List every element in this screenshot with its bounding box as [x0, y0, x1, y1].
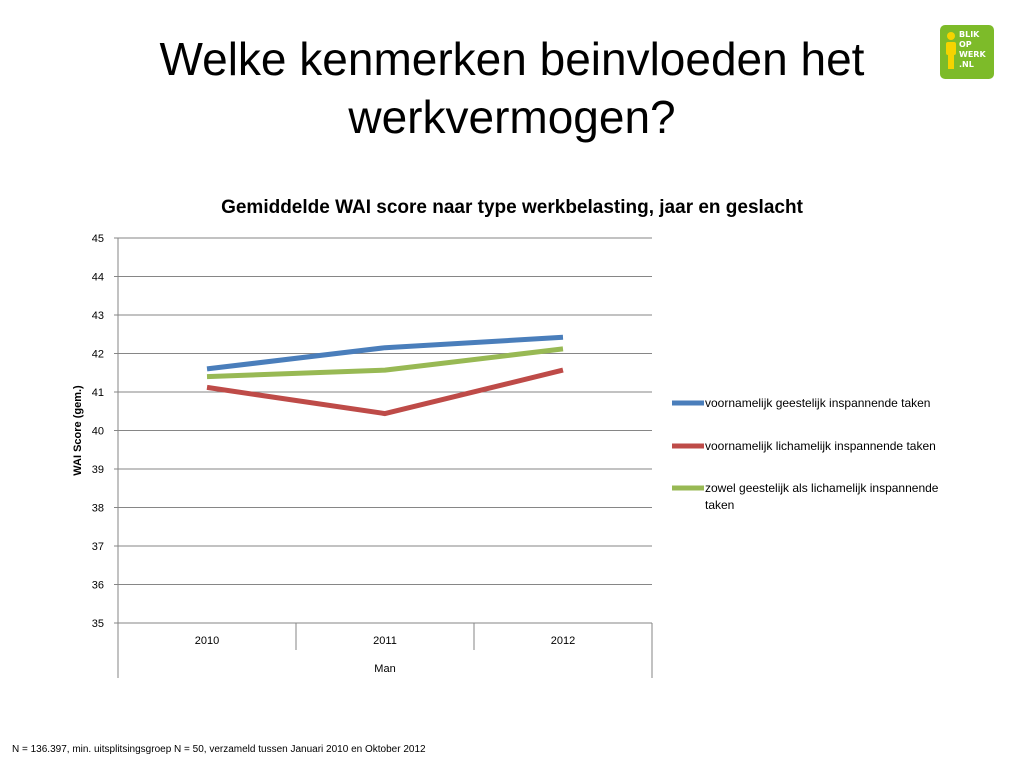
- x-group-label: Man: [374, 663, 395, 675]
- y-tick-label: 43: [92, 310, 104, 322]
- y-tick-label: 41: [92, 387, 104, 399]
- y-tick-label: 39: [92, 464, 104, 476]
- y-tick-label: 45: [92, 233, 104, 245]
- series-line: [206, 346, 564, 380]
- y-tick-label: 40: [92, 426, 104, 438]
- y-tick-label: 36: [92, 580, 104, 592]
- logo-line: BLIK: [959, 30, 980, 39]
- footnote: N = 136.397, min. uitsplitsingsgroep N =…: [12, 744, 426, 755]
- x-tick-label: 2011: [373, 635, 397, 647]
- series-line: [206, 334, 564, 372]
- y-tick-label: 37: [92, 541, 104, 553]
- y-tick-label: 44: [92, 272, 104, 284]
- legend-label: voornamelijk geestelijk inspannende take…: [705, 396, 930, 410]
- legend-label: voornamelijk lichamelijk inspannende tak…: [705, 439, 936, 453]
- y-tick-label: 38: [92, 503, 104, 515]
- person-figure-icon: [946, 32, 956, 69]
- logo-line: OP: [959, 40, 972, 49]
- chart-title: Gemiddelde WAI score naar type werkbelas…: [221, 197, 803, 218]
- blik-op-werk-logo: BLIK OP WERK .NL: [940, 25, 994, 79]
- y-tick-label: 35: [92, 618, 104, 630]
- logo-line: WERK: [959, 50, 986, 59]
- x-tick-label: 2012: [551, 635, 575, 647]
- y-axis-title: WAI Score (gem.): [72, 385, 84, 476]
- wai-line-chart: Gemiddelde WAI score naar type werkbelas…: [72, 197, 939, 678]
- series-line: [206, 367, 564, 417]
- logo-line: .NL: [959, 60, 974, 69]
- y-tick-label: 42: [92, 349, 104, 361]
- x-tick-label: 2010: [195, 635, 219, 647]
- chart-area: Gemiddelde WAI score naar type werkbelas…: [0, 185, 1024, 705]
- legend-label: zowel geestelijk als lichamelijk inspann…: [705, 481, 939, 512]
- slide-title: Welke kenmerken beinvloeden het werkverm…: [159, 33, 865, 143]
- logo-text: BLIK OP WERK .NL: [959, 30, 986, 70]
